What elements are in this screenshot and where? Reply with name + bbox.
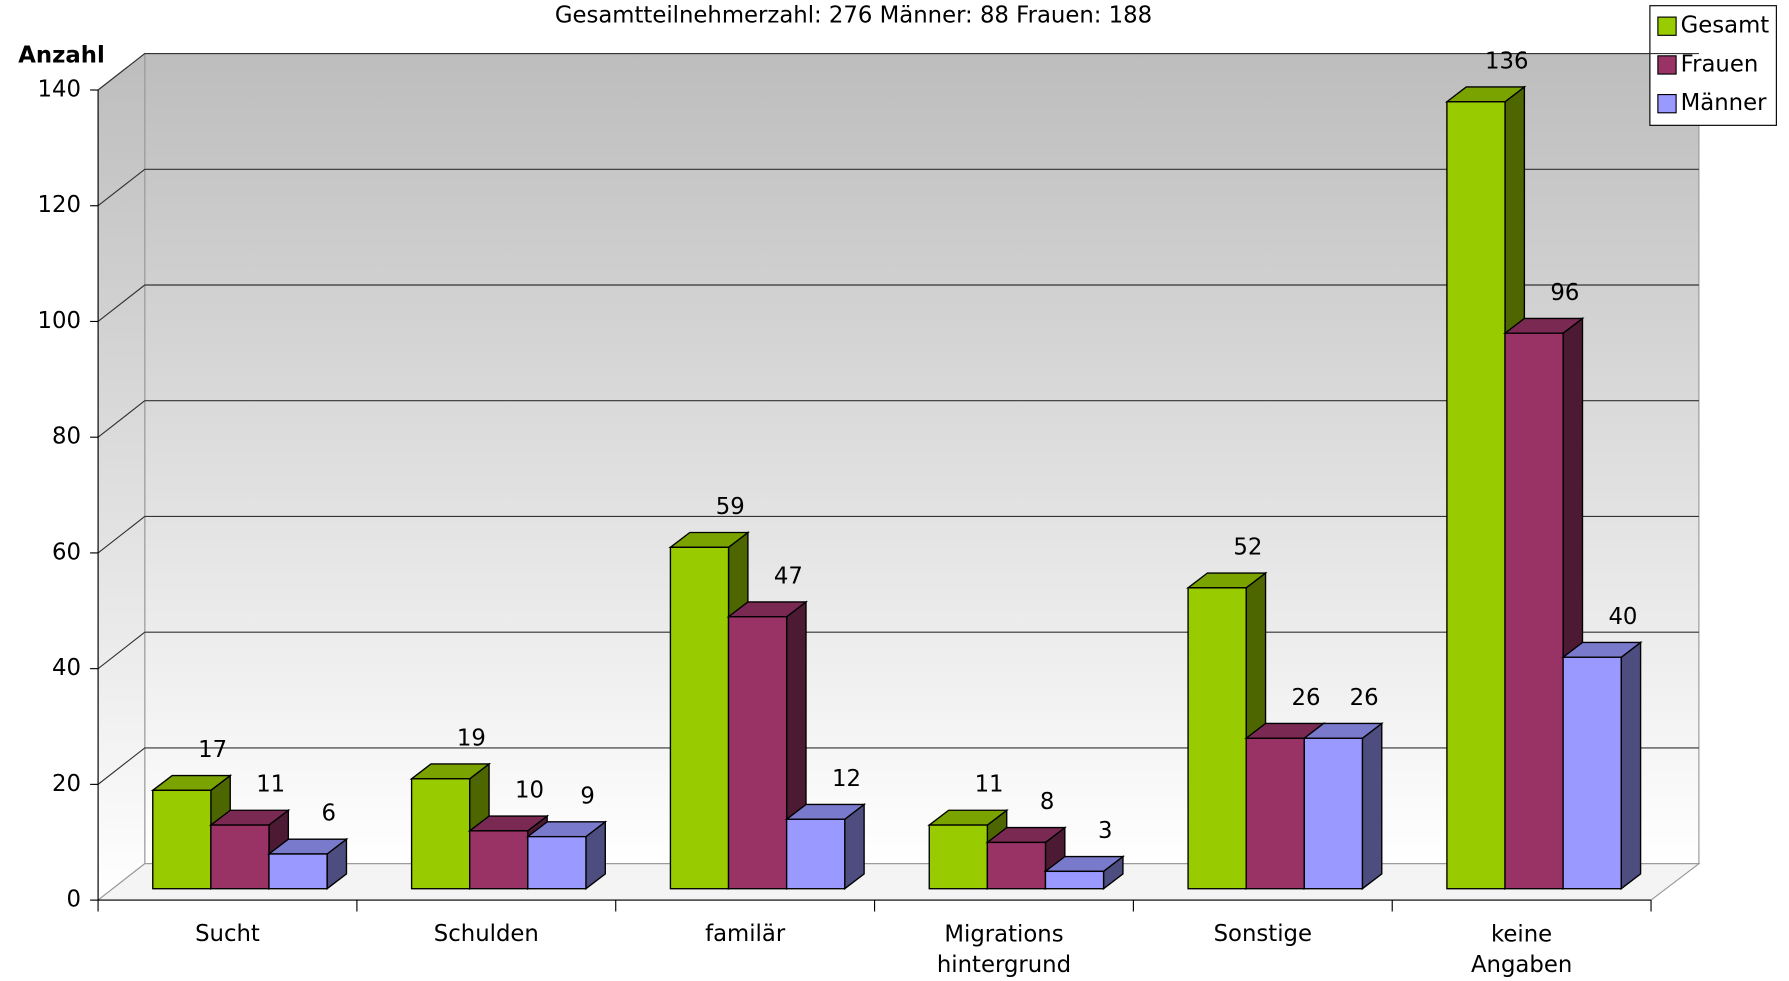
bar-front bbox=[1562, 656, 1622, 890]
x-tick-label: Sucht bbox=[195, 921, 260, 947]
bar-front bbox=[1504, 332, 1564, 890]
legend: Gesamt Frauen Männer bbox=[1649, 5, 1777, 126]
bar-front bbox=[410, 778, 471, 890]
chart-title: Gesamtteilnehmerzahl: 276 Männer: 88 Fra… bbox=[555, 2, 1152, 28]
bar-side bbox=[1620, 641, 1642, 891]
bar bbox=[784, 803, 867, 891]
value-label: 136 bbox=[1485, 48, 1528, 74]
bar bbox=[525, 820, 608, 891]
value-label: 3 bbox=[1098, 818, 1112, 844]
value-label: 52 bbox=[1233, 534, 1262, 560]
legend-swatch bbox=[1657, 93, 1677, 114]
bar-front bbox=[1303, 737, 1364, 890]
legend-label: Frauen bbox=[1681, 51, 1759, 77]
y-tick-label: 0 bbox=[67, 887, 81, 913]
x-tick-label: Schulden bbox=[434, 921, 539, 947]
bar-front bbox=[928, 824, 989, 890]
y-tick-label: 100 bbox=[38, 308, 81, 334]
grid-line bbox=[97, 168, 1699, 207]
value-label: 40 bbox=[1608, 604, 1637, 630]
value-label: 26 bbox=[1292, 685, 1321, 711]
legend-label: Männer bbox=[1681, 90, 1767, 116]
x-tick-label: Sonstige bbox=[1214, 921, 1312, 947]
x-tick-label: Migrations hintergrund bbox=[937, 921, 1071, 978]
bar-front bbox=[268, 853, 328, 890]
bar bbox=[1561, 641, 1643, 891]
grid-line bbox=[97, 400, 1699, 438]
value-label: 96 bbox=[1550, 280, 1579, 306]
bar-front bbox=[669, 546, 730, 890]
grid-line bbox=[97, 631, 1699, 670]
bar bbox=[266, 837, 349, 891]
grid-line bbox=[97, 747, 1699, 785]
value-label: 17 bbox=[198, 737, 227, 763]
value-label: 59 bbox=[716, 494, 745, 520]
x-tick-label: familär bbox=[705, 921, 786, 947]
value-label: 47 bbox=[774, 563, 803, 589]
y-tick-label: 140 bbox=[38, 77, 81, 103]
value-label: 26 bbox=[1350, 685, 1379, 711]
bar-front bbox=[210, 824, 270, 890]
y-tick-label: 60 bbox=[52, 539, 81, 565]
value-label: 11 bbox=[256, 772, 285, 798]
value-label: 19 bbox=[457, 725, 486, 751]
bar-front bbox=[1245, 737, 1305, 890]
y-tick-label: 80 bbox=[52, 424, 81, 450]
bar-front bbox=[1446, 101, 1506, 890]
bar-side bbox=[1361, 722, 1383, 891]
grid-line bbox=[97, 52, 1699, 91]
bar bbox=[1043, 855, 1125, 891]
bar-front bbox=[1187, 587, 1247, 890]
y-tick-label: 40 bbox=[52, 655, 81, 681]
x-tick-label: keine Angaben bbox=[1471, 921, 1572, 978]
value-label: 12 bbox=[832, 766, 861, 792]
grid-line bbox=[97, 515, 1699, 554]
legend-label: Gesamt bbox=[1681, 13, 1770, 39]
value-label: 6 bbox=[322, 801, 336, 827]
bar-front bbox=[152, 789, 212, 890]
bar-front bbox=[727, 616, 788, 890]
y-tick-label: 120 bbox=[38, 192, 81, 218]
value-label: 9 bbox=[580, 783, 594, 809]
y-tick-label: 20 bbox=[52, 771, 81, 797]
bar-front bbox=[785, 818, 846, 890]
grid-line bbox=[97, 284, 1699, 322]
bar bbox=[1302, 722, 1384, 891]
bar-front bbox=[469, 830, 529, 890]
legend-swatch bbox=[1657, 16, 1677, 36]
y-axis-label: Anzahl bbox=[18, 42, 104, 68]
legend-swatch bbox=[1657, 55, 1677, 75]
bar-front bbox=[1044, 870, 1105, 890]
value-label: 10 bbox=[515, 777, 544, 803]
bar-front bbox=[986, 841, 1047, 890]
value-label: 8 bbox=[1040, 789, 1054, 815]
bar-front bbox=[527, 835, 587, 890]
value-label: 11 bbox=[975, 772, 1004, 798]
side-wall bbox=[97, 52, 146, 902]
